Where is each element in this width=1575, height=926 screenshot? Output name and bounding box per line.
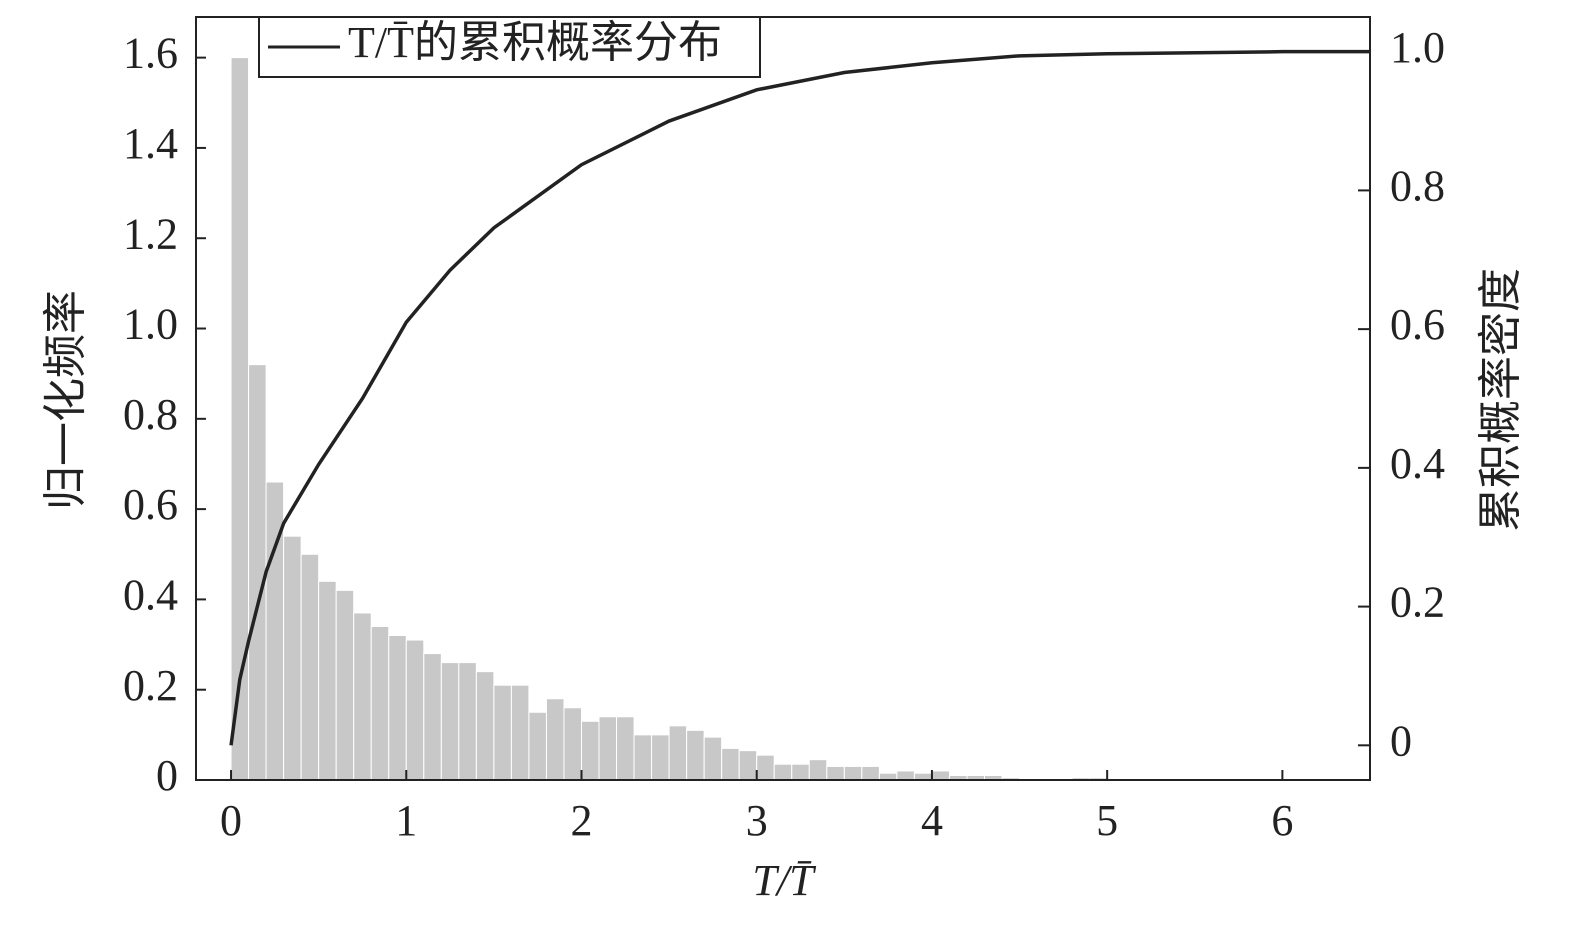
y2-tick-label: 0.4 xyxy=(1390,439,1445,488)
histogram-bar xyxy=(808,759,828,781)
x-tick-label: 1 xyxy=(395,796,417,845)
x-tick-label: 6 xyxy=(1271,796,1293,845)
histogram-bar xyxy=(738,750,758,781)
histogram-bar xyxy=(423,653,442,781)
y2-tick-label: 0 xyxy=(1390,716,1412,765)
y2-tick-label: 0.2 xyxy=(1390,578,1445,627)
histogram-bar xyxy=(440,662,460,781)
y-tick-label: 1.2 xyxy=(123,209,178,258)
histogram-bar xyxy=(668,725,688,781)
histogram-bar xyxy=(651,734,670,781)
histogram-bar xyxy=(686,729,705,781)
histogram-bar xyxy=(493,684,512,781)
histogram-bar xyxy=(335,589,355,781)
histogram-bar xyxy=(931,770,950,781)
x-tick-label: 3 xyxy=(746,796,768,845)
histogram-bar xyxy=(300,553,320,781)
histogram-bar xyxy=(878,772,898,781)
histogram-bar xyxy=(318,580,337,781)
legend-box xyxy=(258,16,761,78)
histogram-bar xyxy=(773,763,793,781)
x-tick-label: 2 xyxy=(570,796,592,845)
histogram-bar xyxy=(791,763,810,781)
cumulative-line xyxy=(229,49,1370,746)
histogram-bar xyxy=(633,734,653,781)
histogram-bar xyxy=(510,684,530,781)
y2-tick-label: 1.0 xyxy=(1390,23,1445,72)
histogram-bar xyxy=(913,772,933,781)
histogram-bar xyxy=(370,625,390,781)
y-tick-label: 0.6 xyxy=(123,480,178,529)
histogram-bar xyxy=(598,716,618,781)
histogram-bar xyxy=(248,364,267,781)
legend-label: T/T̄的累积概率分布 xyxy=(348,18,722,67)
histogram-bar xyxy=(388,635,407,781)
y2-tick-label: 0.6 xyxy=(1390,300,1445,349)
histogram-bar xyxy=(475,671,495,781)
y2-tick-label: 0.8 xyxy=(1390,162,1445,211)
histogram-bar xyxy=(405,639,425,781)
histogram-bar xyxy=(826,765,845,781)
histogram-bar xyxy=(458,662,477,781)
y-tick-label: 0 xyxy=(156,751,178,800)
y-tick-label: 0.8 xyxy=(123,390,178,439)
x-tick-label: 0 xyxy=(220,796,242,845)
y-axis-label: 归一化频率 xyxy=(41,290,90,510)
x-tick-label: 5 xyxy=(1096,796,1118,845)
y-tick-label: 1.0 xyxy=(123,300,178,349)
x-tick-label: 4 xyxy=(921,796,943,845)
histogram-bar xyxy=(861,765,880,781)
y-tick-label: 1.6 xyxy=(123,29,178,78)
histogram-bar xyxy=(721,747,740,781)
histogram-bar xyxy=(353,612,372,781)
y-tick-label: 1.4 xyxy=(123,119,178,168)
plot-frame xyxy=(195,16,1371,781)
histogram-bar xyxy=(528,711,547,781)
y-tick-label: 0.2 xyxy=(123,661,178,710)
histogram-bar xyxy=(703,736,723,781)
histogram-bar xyxy=(283,535,302,781)
histogram-bar xyxy=(616,716,635,781)
histogram-bar xyxy=(843,765,863,781)
histogram-bar xyxy=(896,770,915,781)
x-axis-label: T/T̄ xyxy=(752,856,817,905)
histogram-bar xyxy=(580,720,600,781)
histogram-bar xyxy=(756,754,775,781)
y-tick-label: 0.4 xyxy=(123,571,178,620)
histogram-bar xyxy=(563,707,582,781)
histogram-bar xyxy=(545,698,565,781)
y2-axis-label: 累积概率密度 xyxy=(1476,268,1525,532)
